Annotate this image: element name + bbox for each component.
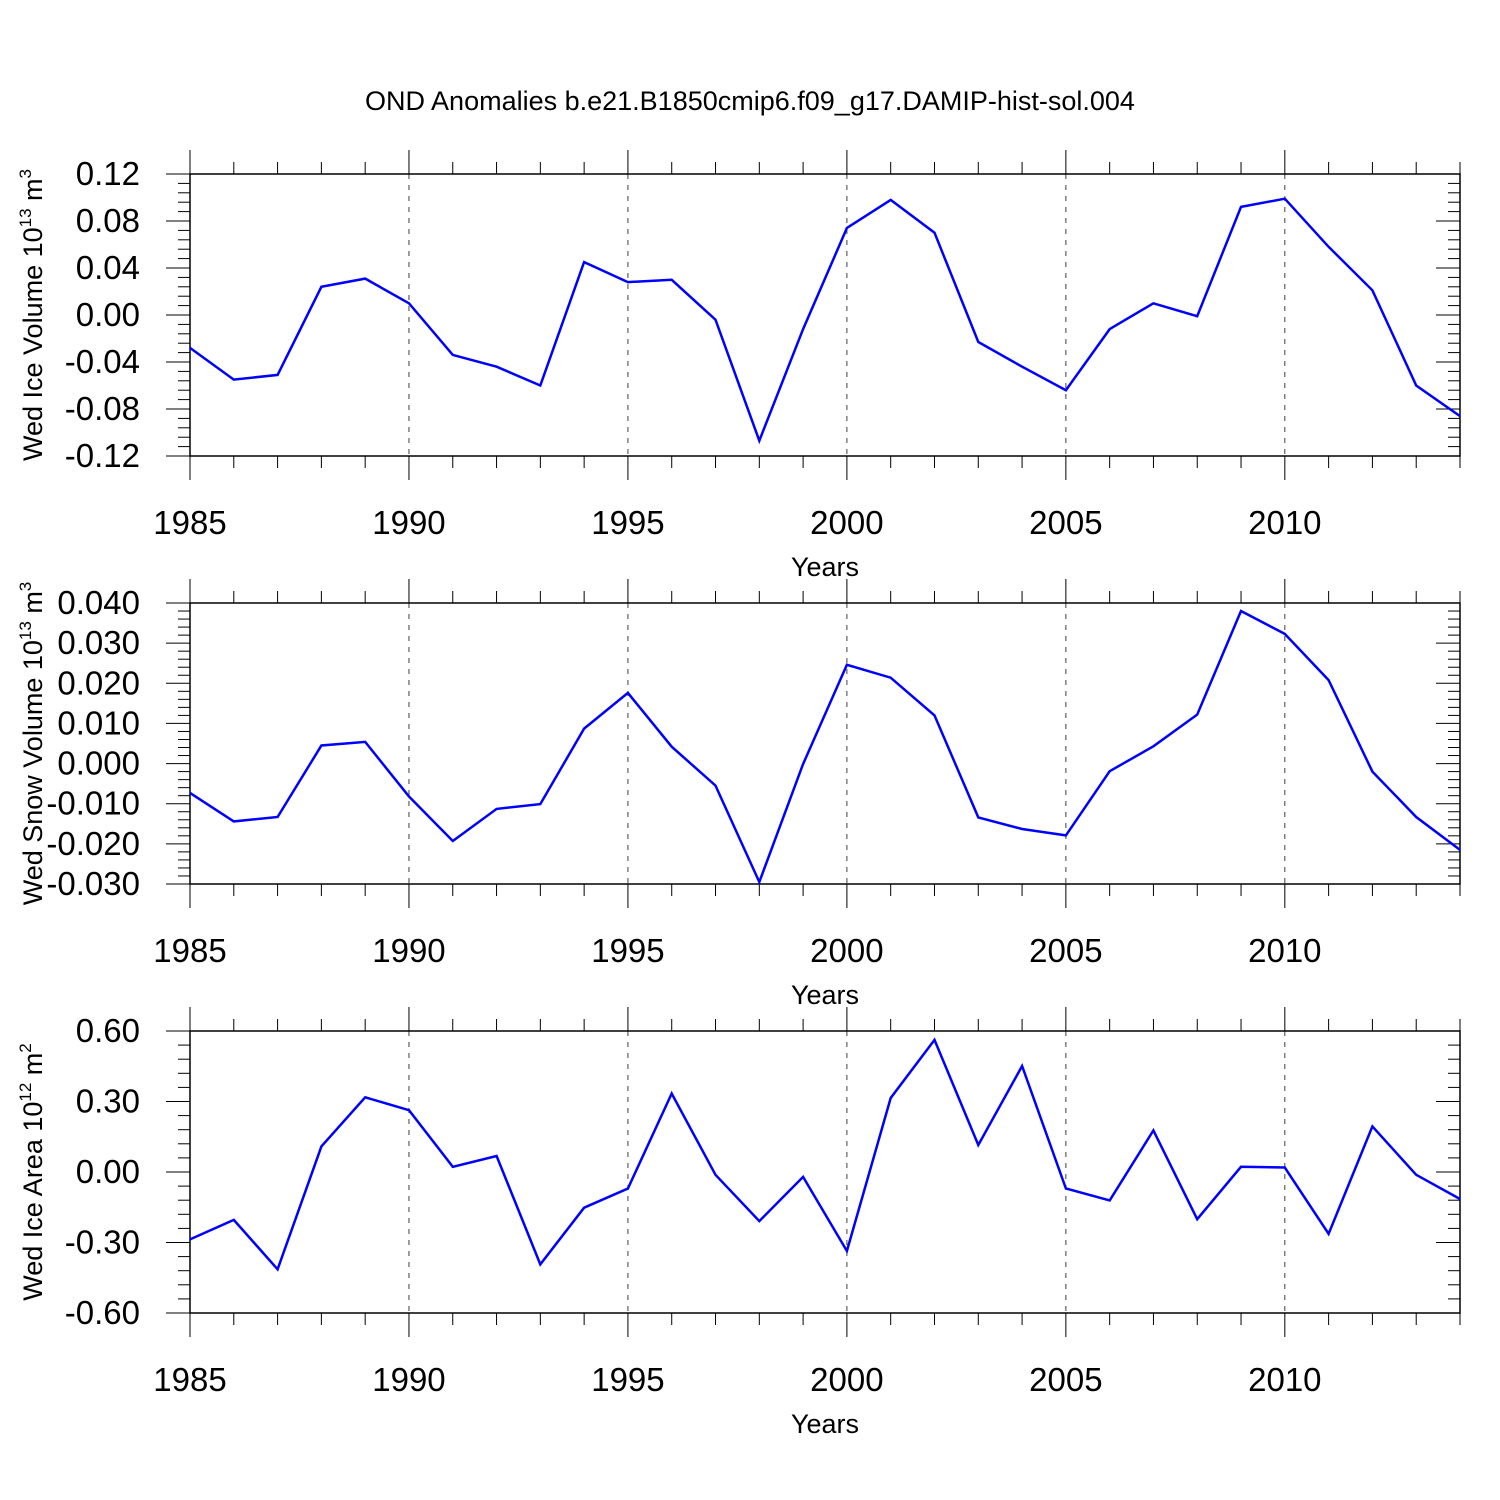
panel-3-xtick-label: 2005	[1029, 1361, 1102, 1398]
panel-2-xtick-label: 1995	[591, 932, 664, 969]
panel-1-xtick-label: 2010	[1248, 504, 1321, 541]
panel-1-ytick-label: 0.12	[76, 155, 140, 192]
panel-3-ytick-label: -0.30	[65, 1224, 140, 1261]
panel-2-ytick-label: 0.000	[57, 745, 140, 782]
panel-3-frame	[189, 1030, 1461, 1314]
panel-2-xtick-label: 2000	[810, 932, 883, 969]
panel-3-yaxis-title: Wed Ice Area 1012 m2	[16, 1043, 48, 1301]
chart-title: OND Anomalies b.e21.B1850cmip6.f09_g17.D…	[365, 86, 1135, 116]
panel-2-ytick-label: 0.020	[57, 664, 140, 701]
panel-2-ytick-label: -0.010	[46, 785, 140, 822]
panel-1-xtick-label: 1995	[591, 504, 664, 541]
panel-1-ytick-label: 0.00	[76, 296, 140, 333]
panel-3-xtick-label: 2010	[1248, 1361, 1321, 1398]
panel-2-xtick-label: 1990	[372, 932, 445, 969]
panel-2-ytick-label: 0.010	[57, 704, 140, 741]
panel-3-ytick-label: 0.00	[76, 1153, 140, 1190]
panel-1-xtick-label: 1990	[372, 504, 445, 541]
panel-3-xtick-label: 1995	[591, 1361, 664, 1398]
panel-1-xtick-label: 2005	[1029, 504, 1102, 541]
panel-2-series-line	[189, 609, 1461, 886]
panel-1-xaxis-title: Years	[791, 552, 859, 582]
panel-3-series-line	[189, 1037, 1461, 1272]
panel-1-ytick-label: -0.12	[65, 437, 140, 474]
panel-2-xtick-label: 2010	[1248, 932, 1321, 969]
panel-3-xaxis-title: Years	[791, 1409, 859, 1439]
panel-2-xtick-label: 2005	[1029, 932, 1102, 969]
panel-2-frame	[189, 602, 1461, 885]
panel-3-xtick-label: 2000	[810, 1361, 883, 1398]
panel-1-yaxis-title: Wed Ice Volume 1013 m3	[16, 169, 48, 461]
panel-2-xaxis-title: Years	[791, 980, 859, 1010]
panel-2-ytick-label: -0.020	[46, 825, 140, 862]
panel-1-ytick-label: 0.08	[76, 202, 140, 239]
panel-2-yaxis-title: Wed Snow Volume 1013 m3	[16, 582, 48, 906]
panel-3-xtick-label: 1985	[153, 1361, 226, 1398]
panel-1-xtick-label: 2000	[810, 504, 883, 541]
panel-2-xtick-label: 1985	[153, 932, 226, 969]
panel-3-ytick-label: 0.60	[76, 1012, 140, 1049]
panel-1-frame	[189, 173, 1461, 457]
panel-2-ytick-label: 0.040	[57, 584, 140, 621]
panel-2-ytick-label: -0.030	[46, 865, 140, 902]
panel-2-ytick-label: 0.030	[57, 624, 140, 661]
panel-3-ytick-label: 0.30	[76, 1083, 140, 1120]
panel-3-ytick-label: -0.60	[65, 1294, 140, 1331]
panel-1-ytick-label: -0.04	[65, 343, 140, 380]
panel-1-series-line	[189, 197, 1461, 445]
panel-1-ytick-label: 0.04	[76, 249, 140, 286]
panel-1-ytick-label: -0.08	[65, 390, 140, 427]
panel-1-xtick-label: 1985	[153, 504, 226, 541]
panel-3-xtick-label: 1990	[372, 1361, 445, 1398]
